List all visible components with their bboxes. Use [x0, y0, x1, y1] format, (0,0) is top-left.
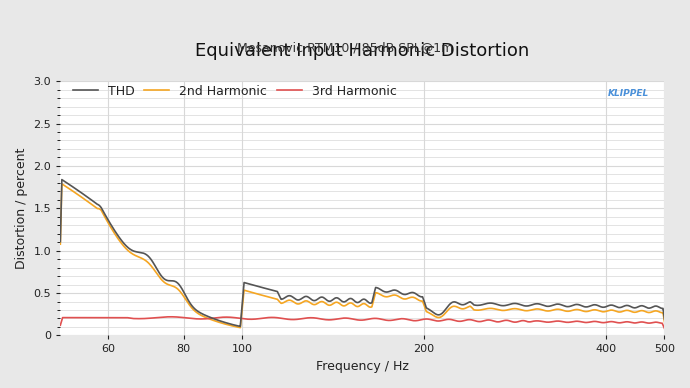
- 3rd Harmonic: [424, 317, 432, 321]
- Legend: THD, 2nd Harmonic, 3rd Harmonic: THD, 2nd Harmonic, 3rd Harmonic: [72, 85, 397, 98]
- THD: [578, 303, 586, 308]
- THD: [408, 290, 417, 295]
- 2nd Harmonic: [516, 307, 524, 312]
- Line: THD: THD: [60, 180, 664, 326]
- 2nd Harmonic: [408, 295, 417, 300]
- X-axis label: Frequency / Hz: Frequency / Hz: [316, 360, 409, 373]
- THD: [56, 239, 64, 244]
- 2nd Harmonic: [442, 309, 451, 314]
- Line: 2nd Harmonic: 2nd Harmonic: [60, 184, 664, 327]
- 2nd Harmonic: [56, 242, 64, 246]
- Line: 3rd Harmonic: 3rd Harmonic: [60, 317, 664, 329]
- 3rd Harmonic: [515, 319, 524, 324]
- THD: [442, 306, 451, 310]
- Text: KLIPPEL: KLIPPEL: [608, 89, 649, 98]
- 2nd Harmonic: [578, 308, 586, 313]
- THD: [236, 324, 244, 329]
- THD: [660, 317, 669, 322]
- Text: Mesanovic RTM10 / 85dB SPL@1m: Mesanovic RTM10 / 85dB SPL@1m: [237, 41, 453, 54]
- 3rd Harmonic: [442, 317, 450, 322]
- 2nd Harmonic: [58, 182, 66, 186]
- Y-axis label: Distortion / percent: Distortion / percent: [15, 147, 28, 269]
- 3rd Harmonic: [56, 323, 64, 327]
- 3rd Harmonic: [166, 315, 175, 319]
- Title: Equivalent Input Harmonic Distortion: Equivalent Input Harmonic Distortion: [195, 42, 529, 60]
- 3rd Harmonic: [408, 318, 416, 323]
- 3rd Harmonic: [660, 326, 669, 331]
- 2nd Harmonic: [236, 325, 244, 330]
- THD: [94, 202, 102, 207]
- 2nd Harmonic: [94, 206, 102, 211]
- 2nd Harmonic: [660, 319, 669, 324]
- THD: [424, 307, 433, 312]
- THD: [516, 302, 524, 307]
- 3rd Harmonic: [93, 315, 101, 320]
- 3rd Harmonic: [577, 319, 585, 324]
- 2nd Harmonic: [424, 310, 433, 315]
- THD: [58, 177, 66, 182]
